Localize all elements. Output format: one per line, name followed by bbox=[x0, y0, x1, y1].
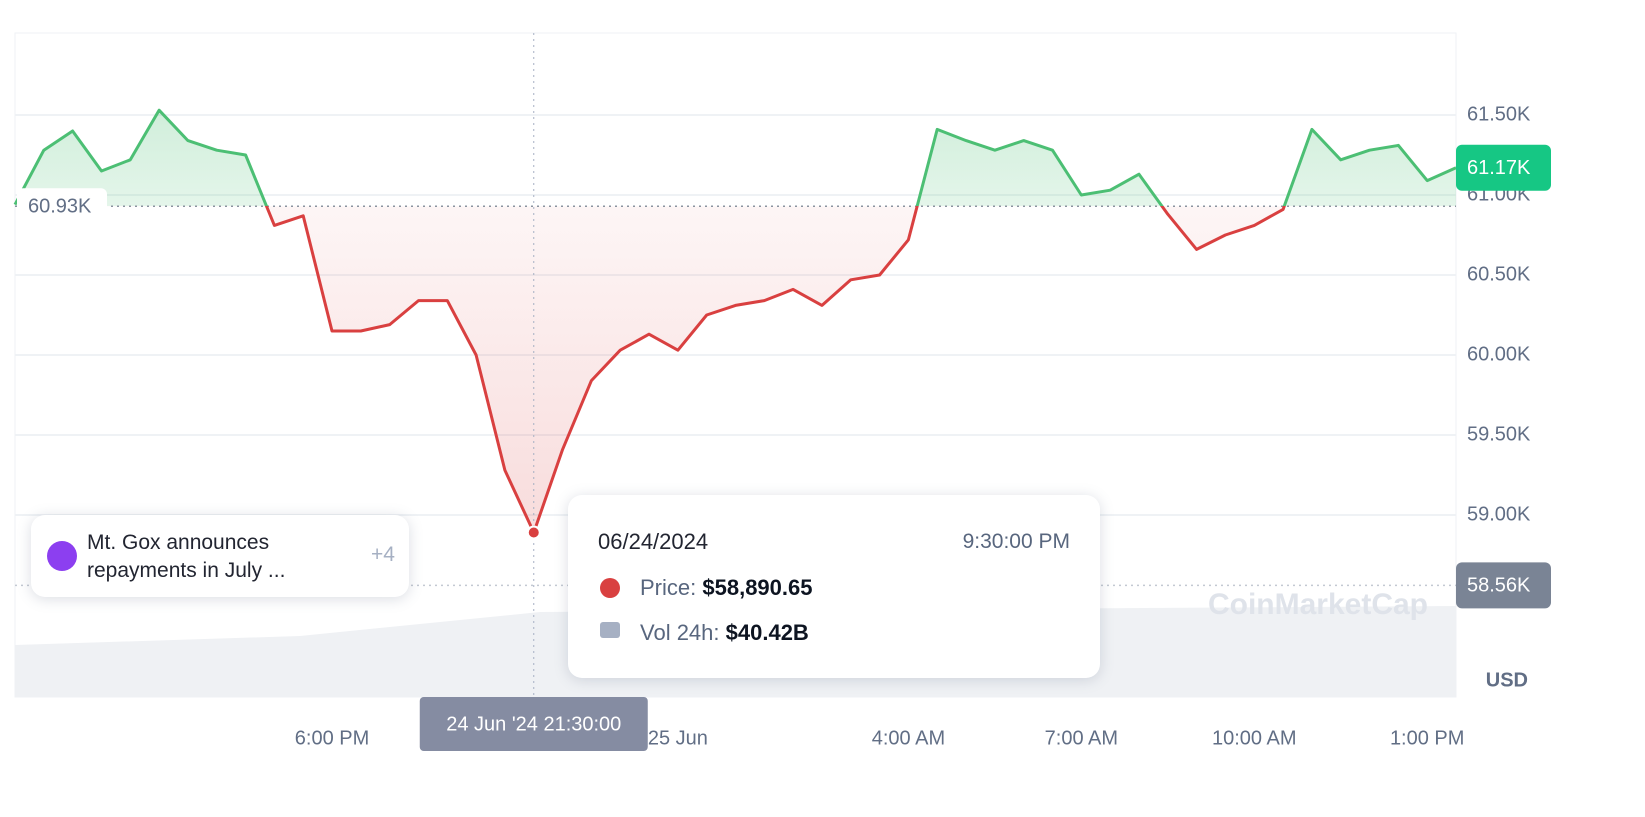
event-card[interactable]: Mt. Gox announces repayments in July ...… bbox=[31, 515, 409, 597]
tooltip-time: 9:30:00 PM bbox=[962, 530, 1070, 553]
last-label-bg bbox=[1456, 144, 1551, 191]
volume-value: $40.42B bbox=[725, 620, 809, 645]
tooltip-date: 06/24/2024 bbox=[598, 529, 709, 554]
x-tick-label: 7:00 AM bbox=[1045, 727, 1118, 749]
x-tick-label: 4:00 AM bbox=[872, 727, 945, 749]
crosshair-label: 24 Jun '24 21:30:00 bbox=[446, 713, 621, 735]
volume-icon bbox=[600, 622, 620, 638]
tooltip: 06/24/2024 9:30:00 PM Price: $58,890.65 … bbox=[568, 495, 1100, 678]
y-tick-label: 59.00K bbox=[1467, 503, 1531, 525]
y-tick-label: 61.50K bbox=[1467, 103, 1531, 125]
watermark: CoinMarketCap bbox=[1208, 588, 1428, 621]
event-text: Mt. Gox announces repayments in July ... bbox=[87, 531, 286, 582]
unit-label: USD bbox=[1486, 669, 1528, 691]
event-more[interactable]: +4 bbox=[371, 543, 395, 566]
baseline-label: 60.93K bbox=[28, 195, 92, 217]
x-tick-label: 6:00 PM bbox=[295, 727, 369, 749]
low-label: 58.56K bbox=[1467, 575, 1531, 597]
x-tick-label: 1:00 PM bbox=[1390, 727, 1464, 749]
last-label: 61.17K bbox=[1467, 157, 1531, 179]
x-tick-label: 10:00 AM bbox=[1212, 727, 1297, 749]
price-dot bbox=[600, 578, 620, 598]
crosshair-label-bg bbox=[419, 697, 648, 751]
price-value: $58,890.65 bbox=[702, 575, 813, 600]
volume-label: Vol 24h: bbox=[640, 620, 720, 645]
x-tick-label: 25 Jun bbox=[648, 727, 708, 749]
area bbox=[15, 110, 1456, 533]
hover-point bbox=[526, 525, 541, 540]
event-icon bbox=[47, 541, 77, 571]
low-label-bg bbox=[1456, 562, 1551, 609]
y-tick-label: 59.50K bbox=[1467, 423, 1531, 445]
baseline-label-bg bbox=[17, 188, 107, 221]
y-tick-label: 60.00K bbox=[1467, 343, 1531, 365]
price-line bbox=[13, 108, 1457, 534]
price-label: Price: bbox=[640, 575, 697, 600]
y-tick-label: 60.50K bbox=[1467, 263, 1531, 285]
